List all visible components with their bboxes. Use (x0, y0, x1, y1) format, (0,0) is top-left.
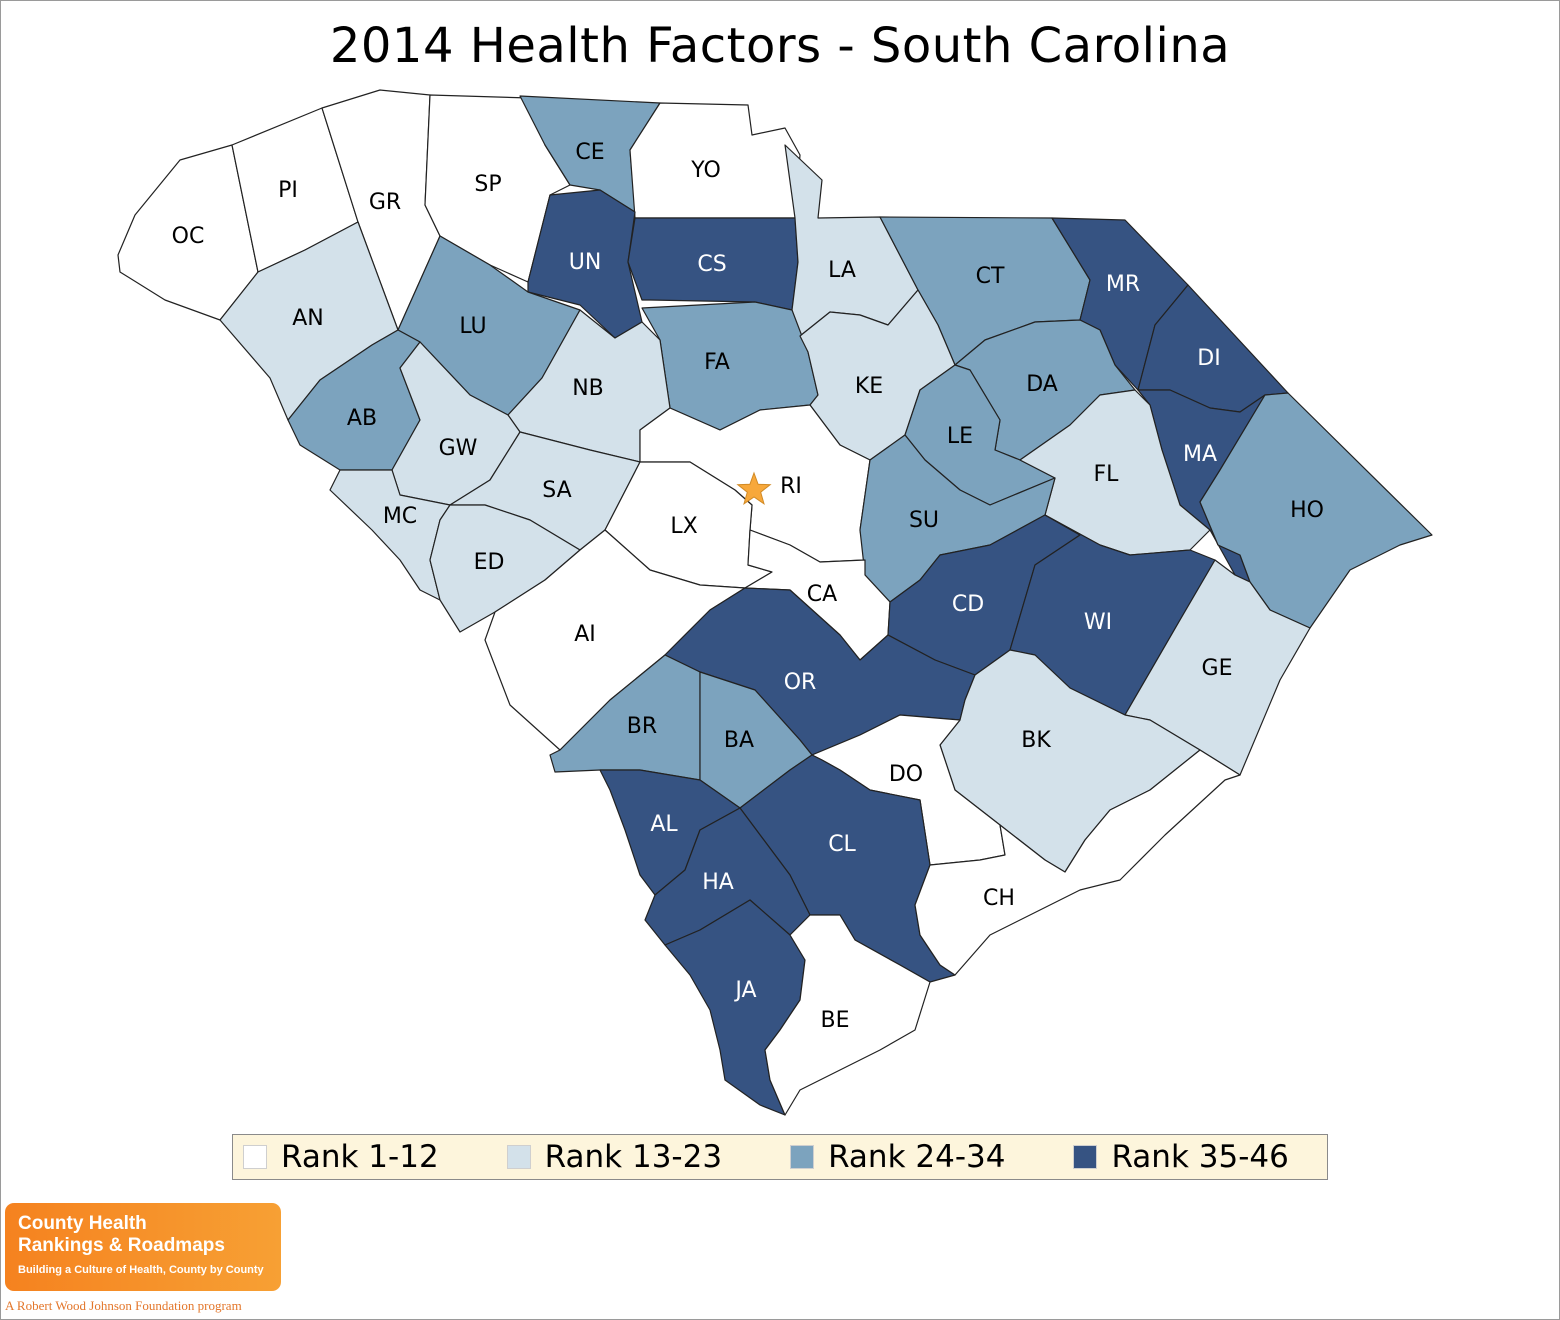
county-label-ED: ED (474, 550, 505, 575)
county-label-OC: OC (172, 224, 205, 249)
legend-item-rank-13-23: Rank 13-23 (506, 1139, 723, 1175)
county-label-MR: MR (1106, 272, 1140, 297)
county-label-CA: CA (807, 582, 837, 607)
legend-swatch (790, 1145, 815, 1169)
county-label-LE: LE (947, 424, 973, 449)
county-label-HO: HO (1290, 498, 1324, 523)
county-label-MA: MA (1183, 442, 1217, 467)
county-CH (914, 749, 1241, 976)
county-label-AL: AL (650, 812, 678, 837)
legend-item-rank-35-46: Rank 35-46 (1073, 1139, 1289, 1175)
county-label-BA: BA (724, 728, 754, 753)
logo-footer: A Robert Wood Johnson Foundation program (5, 1298, 242, 1313)
county-label-CS: CS (697, 252, 726, 277)
county-label-WI: WI (1084, 610, 1112, 635)
county-MR (1051, 217, 1189, 391)
legend-label: Rank 24-34 (828, 1139, 1006, 1175)
county-label-PI: PI (278, 178, 298, 203)
county-health-rankings-logo: County Health Rankings & Roadmaps Buildi… (5, 1203, 281, 1291)
county-label-HA: HA (702, 870, 734, 895)
county-label-AB: AB (347, 406, 377, 431)
logo-line-1: County Health (18, 1213, 147, 1234)
county-label-CH: CH (983, 886, 1015, 911)
logo-line-2: Rankings & Roadmaps (18, 1235, 225, 1256)
county-label-RI: RI (780, 474, 802, 499)
county-label-DO: DO (889, 762, 923, 787)
capital-star-icon (736, 471, 772, 505)
county-label-BE: BE (821, 1008, 850, 1033)
legend-item-rank-1-12: Rank 1-12 (243, 1139, 439, 1175)
map-legend: Rank 1-12 Rank 13-23 Rank 24-34 Rank 35-… (232, 1134, 1328, 1180)
legend-label: Rank 35-46 (1111, 1139, 1289, 1175)
county-label-BR: BR (627, 714, 657, 739)
county-label-CE: CE (575, 140, 604, 165)
county-label-FL: FL (1094, 462, 1120, 487)
county-label-DI: DI (1197, 346, 1220, 371)
county-label-GR: GR (369, 190, 401, 215)
legend-label: Rank 1-12 (281, 1139, 439, 1175)
legend-swatch (506, 1145, 531, 1169)
county-label-AI: AI (574, 622, 596, 647)
legend-item-rank-24-34: Rank 24-34 (790, 1139, 1005, 1175)
county-label-FA: FA (704, 350, 730, 375)
county-YO (629, 102, 801, 219)
county-label-OR: OR (784, 670, 817, 695)
county-label-YO: YO (690, 158, 721, 183)
county-label-MC: MC (383, 504, 417, 529)
county-label-SU: SU (909, 508, 939, 533)
legend-label: Rank 13-23 (544, 1139, 723, 1175)
county-label-SP: SP (474, 172, 501, 197)
logo-tagline: Building a Culture of Health, County by … (18, 1264, 264, 1276)
map-title: 2014 Health Factors - South Carolina (329, 18, 1231, 74)
county-label-BK: BK (1021, 728, 1051, 753)
county-label-CL: CL (828, 832, 856, 857)
county-BE (764, 914, 931, 1116)
county-label-LX: LX (670, 514, 697, 539)
county-label-KE: KE (855, 374, 883, 399)
county-label-SA: SA (542, 478, 571, 503)
county-label-DA: DA (1026, 372, 1058, 397)
county-label-LU: LU (459, 314, 486, 339)
county-label-GW: GW (439, 436, 478, 461)
county-label-GE: GE (1202, 656, 1233, 681)
county-label-LA: LA (828, 258, 856, 283)
county-label-JA: JA (733, 978, 756, 1003)
county-label-NB: NB (572, 376, 604, 401)
legend-swatch (243, 1145, 267, 1169)
county-label-UN: UN (569, 250, 602, 275)
county-GE (1124, 559, 1311, 776)
county-label-CT: CT (976, 264, 1005, 289)
legend-swatch (1073, 1145, 1098, 1169)
county-label-AN: AN (292, 306, 324, 331)
county-label-CD: CD (952, 592, 984, 617)
